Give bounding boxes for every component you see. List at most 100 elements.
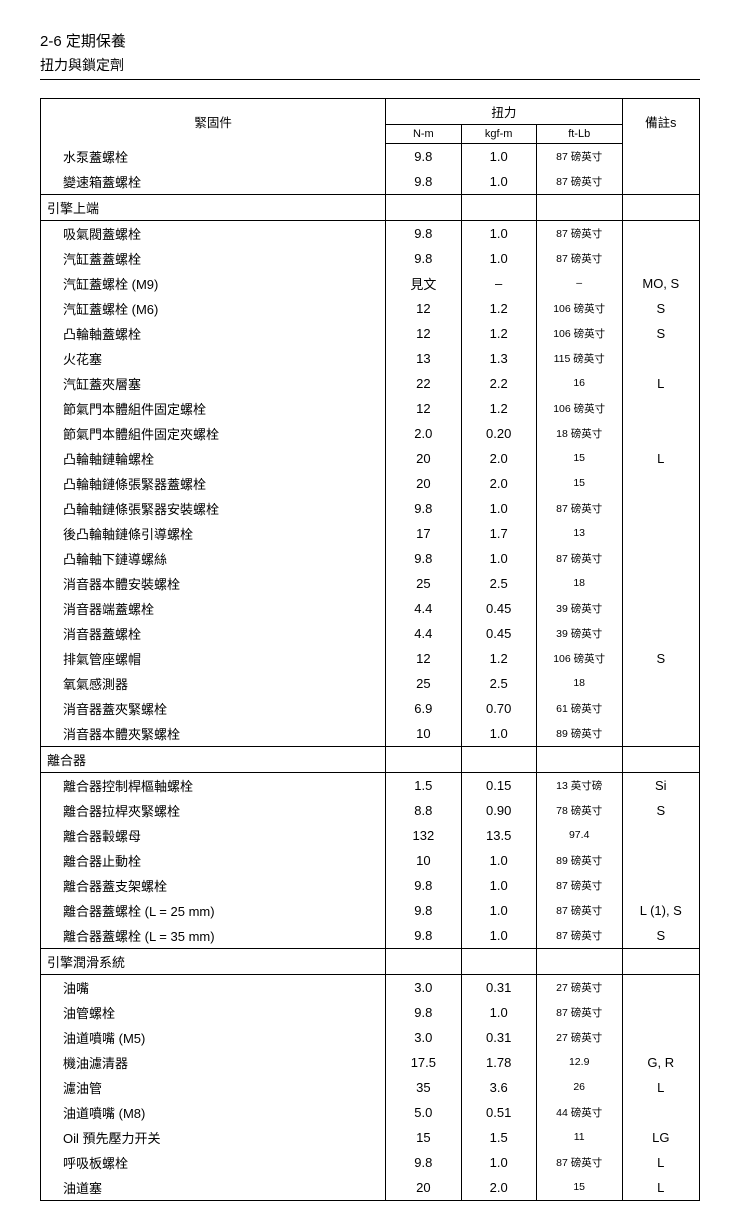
nm-cell: 17 — [386, 521, 461, 546]
fastener-name: 汽缸蓋螺栓 (M6) — [41, 296, 386, 321]
kgfm-cell: – — [461, 271, 536, 296]
remarks-cell — [622, 671, 699, 696]
ftlb-cell: 89 磅英寸 — [536, 721, 622, 747]
nm-cell: 2.0 — [386, 421, 461, 446]
nm-cell: 1.5 — [386, 772, 461, 798]
kgfm-cell: 1.0 — [461, 144, 536, 169]
remarks-cell — [622, 396, 699, 421]
kgfm-cell: 1.2 — [461, 646, 536, 671]
nm-cell: 22 — [386, 371, 461, 396]
ftlb-cell: 97.4 — [536, 823, 622, 848]
table-cell — [386, 194, 461, 220]
table-cell — [536, 194, 622, 220]
kgfm-cell: 1.5 — [461, 1125, 536, 1150]
page-subtitle: 扭力與鎖定劑 — [40, 55, 700, 80]
kgfm-cell: 2.5 — [461, 671, 536, 696]
kgfm-cell: 0.45 — [461, 621, 536, 646]
fastener-name: 凸輪軸鏈條張緊器蓋螺栓 — [41, 471, 386, 496]
section-title: 引擎潤滑系統 — [41, 948, 386, 974]
ftlb-cell: 87 磅英寸 — [536, 873, 622, 898]
fastener-name: 吸氣閥蓋螺栓 — [41, 220, 386, 246]
remarks-cell: S — [622, 296, 699, 321]
nm-cell: 5.0 — [386, 1100, 461, 1125]
fastener-name: 呼吸板螺栓 — [41, 1150, 386, 1175]
ftlb-cell: 87 磅英寸 — [536, 220, 622, 246]
fastener-name: 消音器本體安裝螺栓 — [41, 571, 386, 596]
fastener-name: 凸輪軸蓋螺栓 — [41, 321, 386, 346]
remarks-cell — [622, 1100, 699, 1125]
kgfm-cell: 1.0 — [461, 246, 536, 271]
ftlb-cell: 106 磅英寸 — [536, 321, 622, 346]
kgfm-cell: 1.0 — [461, 220, 536, 246]
nm-cell: 9.8 — [386, 546, 461, 571]
nm-cell: 15 — [386, 1125, 461, 1150]
kgfm-cell: 1.0 — [461, 848, 536, 873]
ftlb-cell: 15 — [536, 471, 622, 496]
nm-cell: 12 — [386, 396, 461, 421]
remarks-cell — [622, 696, 699, 721]
remarks-cell — [622, 823, 699, 848]
nm-cell: 20 — [386, 1175, 461, 1201]
ftlb-cell: 15 — [536, 1175, 622, 1201]
kgfm-cell: 0.90 — [461, 798, 536, 823]
kgfm-cell: 0.70 — [461, 696, 536, 721]
ftlb-cell: 87 磅英寸 — [536, 546, 622, 571]
nm-cell: 25 — [386, 571, 461, 596]
ftlb-cell: 78 磅英寸 — [536, 798, 622, 823]
nm-cell: 132 — [386, 823, 461, 848]
kgfm-cell: 1.0 — [461, 721, 536, 747]
ftlb-cell: 115 磅英寸 — [536, 346, 622, 371]
remarks-cell — [622, 421, 699, 446]
remarks-cell — [622, 1025, 699, 1050]
nm-cell: 20 — [386, 446, 461, 471]
nm-cell: 4.4 — [386, 621, 461, 646]
th-name: 緊固件 — [41, 99, 386, 144]
fastener-name: 離合器止動栓 — [41, 848, 386, 873]
table-cell — [622, 948, 699, 974]
ftlb-cell: 61 磅英寸 — [536, 696, 622, 721]
kgfm-cell: 0.45 — [461, 596, 536, 621]
nm-cell: 35 — [386, 1075, 461, 1100]
remarks-cell: Si — [622, 772, 699, 798]
kgfm-cell: 1.0 — [461, 1000, 536, 1025]
nm-cell: 12 — [386, 321, 461, 346]
remarks-cell: L — [622, 1075, 699, 1100]
remarks-cell: S — [622, 321, 699, 346]
ftlb-cell: 89 磅英寸 — [536, 848, 622, 873]
nm-cell: 3.0 — [386, 974, 461, 1000]
ftlb-cell: 106 磅英寸 — [536, 296, 622, 321]
nm-cell: 17.5 — [386, 1050, 461, 1075]
table-cell — [536, 746, 622, 772]
fastener-name: Oil 預先壓力开关 — [41, 1125, 386, 1150]
kgfm-cell: 13.5 — [461, 823, 536, 848]
fastener-name: 變速箱蓋螺栓 — [41, 169, 386, 195]
nm-cell: 13 — [386, 346, 461, 371]
table-cell — [461, 194, 536, 220]
fastener-name: 凸輪軸鏈條張緊器安裝螺栓 — [41, 496, 386, 521]
fastener-name: 離合器蓋螺栓 (L = 35 mm) — [41, 923, 386, 949]
fastener-name: 油道噴嘴 (M8) — [41, 1100, 386, 1125]
kgfm-cell: 1.78 — [461, 1050, 536, 1075]
kgfm-cell: 2.5 — [461, 571, 536, 596]
nm-cell: 9.8 — [386, 1000, 461, 1025]
nm-cell: 9.8 — [386, 144, 461, 169]
ftlb-cell: 13 英寸磅 — [536, 772, 622, 798]
th-nm: N-m — [386, 125, 461, 144]
nm-cell: 6.9 — [386, 696, 461, 721]
kgfm-cell: 0.31 — [461, 1025, 536, 1050]
ftlb-cell: 87 磅英寸 — [536, 144, 622, 169]
remarks-cell: G, R — [622, 1050, 699, 1075]
remarks-cell — [622, 496, 699, 521]
ftlb-cell: 26 — [536, 1075, 622, 1100]
fastener-name: 離合器蓋螺栓 (L = 25 mm) — [41, 898, 386, 923]
ftlb-cell: 44 磅英寸 — [536, 1100, 622, 1125]
kgfm-cell: 1.0 — [461, 496, 536, 521]
fastener-name: 油管螺栓 — [41, 1000, 386, 1025]
remarks-cell — [622, 721, 699, 747]
nm-cell: 9.8 — [386, 169, 461, 195]
nm-cell: 9.8 — [386, 496, 461, 521]
kgfm-cell: 1.3 — [461, 346, 536, 371]
remarks-cell — [622, 596, 699, 621]
table-cell — [536, 948, 622, 974]
fastener-name: 離合器拉桿夾緊螺栓 — [41, 798, 386, 823]
